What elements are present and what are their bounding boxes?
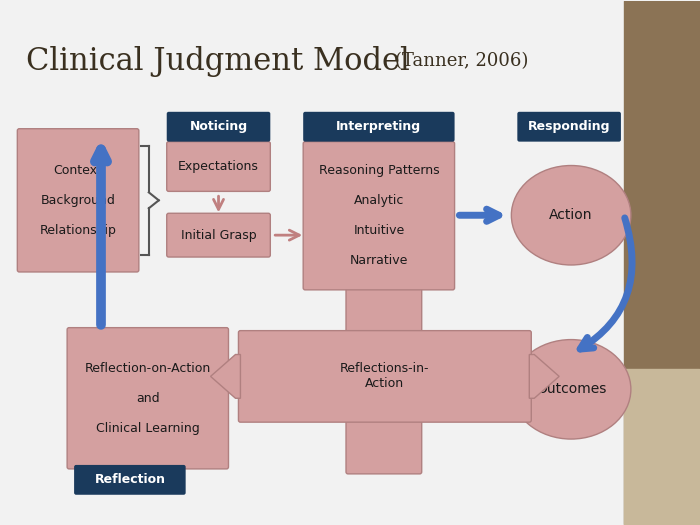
- FancyBboxPatch shape: [303, 142, 454, 290]
- FancyArrow shape: [529, 354, 559, 398]
- FancyBboxPatch shape: [18, 129, 139, 272]
- Text: Reflection-on-Action

and

Clinical Learning: Reflection-on-Action and Clinical Learni…: [85, 362, 211, 435]
- Text: Context

Background

Relationship: Context Background Relationship: [40, 164, 116, 237]
- Text: Interpreting: Interpreting: [336, 120, 421, 133]
- Text: Noticing: Noticing: [190, 120, 248, 133]
- FancyBboxPatch shape: [167, 112, 270, 142]
- Ellipse shape: [512, 340, 631, 439]
- Text: (Tanner, 2006): (Tanner, 2006): [395, 52, 528, 70]
- Text: Reflection: Reflection: [94, 474, 165, 486]
- Text: Reasoning Patterns

Analytic

Intuitive

Narrative: Reasoning Patterns Analytic Intuitive Na…: [318, 164, 439, 267]
- FancyBboxPatch shape: [346, 286, 421, 474]
- FancyBboxPatch shape: [303, 112, 454, 142]
- FancyBboxPatch shape: [67, 328, 228, 469]
- Ellipse shape: [512, 165, 631, 265]
- FancyArrow shape: [211, 354, 240, 398]
- FancyBboxPatch shape: [167, 213, 270, 257]
- Text: Outcomes: Outcomes: [536, 382, 606, 396]
- Text: Reflections-in-
Action: Reflections-in- Action: [340, 362, 430, 391]
- FancyBboxPatch shape: [239, 331, 531, 422]
- Text: Action: Action: [550, 208, 593, 222]
- FancyBboxPatch shape: [74, 465, 186, 495]
- FancyBboxPatch shape: [517, 112, 621, 142]
- Text: Responding: Responding: [528, 120, 610, 133]
- Text: Initial Grasp: Initial Grasp: [181, 229, 256, 242]
- Text: Expectations: Expectations: [178, 160, 259, 173]
- FancyBboxPatch shape: [167, 142, 270, 192]
- Text: Clinical Judgment Model: Clinical Judgment Model: [27, 46, 410, 77]
